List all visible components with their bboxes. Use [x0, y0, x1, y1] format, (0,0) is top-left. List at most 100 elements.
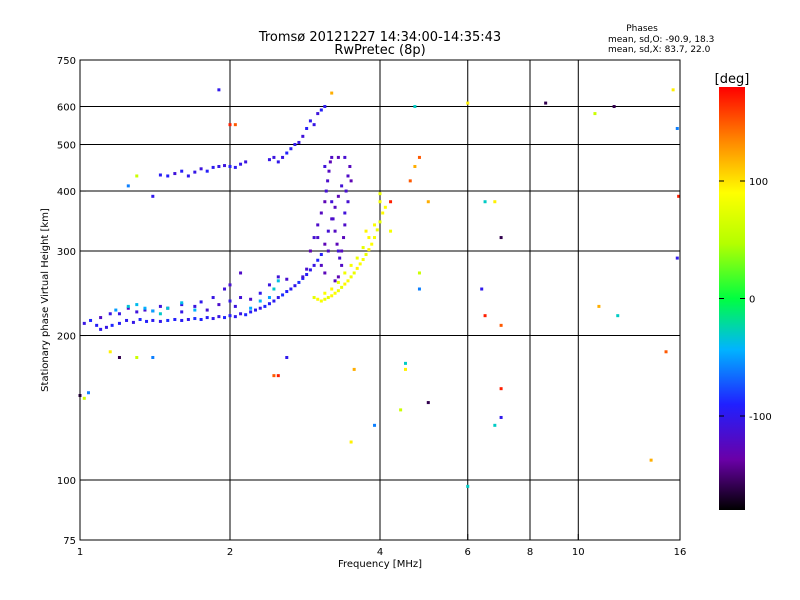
data-point: [319, 211, 323, 215]
data-point: [675, 126, 679, 130]
data-point: [373, 223, 377, 227]
data-point: [285, 151, 289, 155]
data-point: [99, 316, 103, 320]
data-point: [158, 304, 162, 308]
data-point: [323, 200, 327, 204]
data-point: [151, 355, 155, 359]
data-point: [166, 318, 170, 322]
data-point: [675, 256, 679, 260]
data-point: [223, 164, 227, 168]
data-point: [408, 179, 412, 183]
data-point: [323, 297, 327, 301]
data-point: [217, 303, 221, 307]
data-point: [364, 229, 368, 233]
data-point: [285, 277, 289, 281]
data-point: [355, 266, 359, 270]
data-point: [499, 323, 503, 327]
data-point: [239, 271, 243, 275]
data-point: [281, 293, 285, 297]
data-point: [349, 440, 353, 444]
data-point: [125, 318, 129, 322]
x-tick-label: 16: [674, 547, 687, 558]
data-point: [166, 174, 170, 178]
x-tick-label: 2: [227, 547, 233, 558]
data-point: [135, 310, 139, 314]
data-point: [126, 306, 130, 310]
data-point: [342, 236, 346, 240]
data-point: [375, 228, 379, 232]
data-point: [276, 296, 280, 300]
data-point: [389, 229, 393, 233]
data-point: [233, 165, 237, 169]
data-point: [349, 263, 353, 267]
data-point: [82, 321, 86, 325]
data-point: [228, 164, 232, 168]
data-point: [367, 236, 371, 240]
data-point: [223, 316, 227, 320]
data-point: [316, 297, 320, 301]
data-point: [108, 350, 112, 354]
data-point: [223, 287, 227, 291]
data-point: [316, 112, 320, 116]
data-point: [276, 279, 280, 283]
data-point: [193, 308, 197, 312]
data-point: [378, 192, 382, 196]
data-point: [86, 391, 90, 395]
data-point: [301, 134, 305, 138]
y-axis-label: Stationary phase Virtual Height [km]: [40, 208, 51, 392]
data-point: [276, 275, 280, 279]
data-point: [104, 325, 108, 329]
data-point: [323, 105, 327, 109]
data-point: [343, 282, 347, 286]
data-point: [330, 155, 334, 159]
data-point: [258, 299, 262, 303]
data-point: [677, 194, 681, 198]
data-point: [330, 200, 334, 204]
data-point: [383, 205, 387, 209]
data-point: [293, 284, 297, 288]
data-point: [319, 108, 323, 112]
data-point: [289, 287, 293, 291]
data-point: [319, 263, 323, 267]
chart-subtitle: RwPretec (8p): [334, 43, 425, 58]
data-point: [336, 275, 340, 279]
data-point: [293, 143, 297, 147]
data-point: [217, 315, 221, 319]
data-point: [249, 310, 253, 314]
data-point: [151, 318, 155, 322]
x-tick-label: 1: [77, 547, 83, 558]
data-point: [117, 312, 121, 316]
data-point: [340, 263, 344, 267]
stats-x-mode: mean, sd,X: 83.7, 22.0: [608, 45, 711, 55]
data-point: [389, 200, 393, 204]
data-point: [343, 155, 347, 159]
data-point: [352, 271, 356, 275]
data-point: [199, 300, 203, 304]
y-tick-label: 200: [57, 332, 76, 343]
data-point: [346, 174, 350, 178]
data-point: [323, 242, 327, 246]
data-point: [348, 164, 352, 168]
data-points: [78, 88, 681, 488]
data-point: [272, 155, 276, 159]
data-point: [340, 285, 344, 289]
data-point: [193, 317, 197, 321]
data-point: [328, 160, 332, 164]
data-point: [158, 312, 162, 316]
data-point: [466, 484, 470, 488]
data-point: [312, 296, 316, 300]
data-point: [138, 317, 142, 321]
data-point: [333, 229, 337, 233]
data-point: [466, 101, 470, 105]
data-point: [228, 314, 232, 318]
data-point: [308, 249, 312, 253]
data-point: [499, 387, 503, 391]
data-point: [323, 271, 327, 275]
data-point: [333, 291, 337, 295]
data-point: [193, 170, 197, 174]
colorbar-ticks: 100 0 -100: [719, 177, 772, 423]
data-point: [158, 173, 162, 177]
colorbar-tick-label: -100: [749, 412, 772, 423]
y-tick-label: 100: [57, 476, 76, 487]
y-tick-label: 600: [57, 103, 76, 114]
